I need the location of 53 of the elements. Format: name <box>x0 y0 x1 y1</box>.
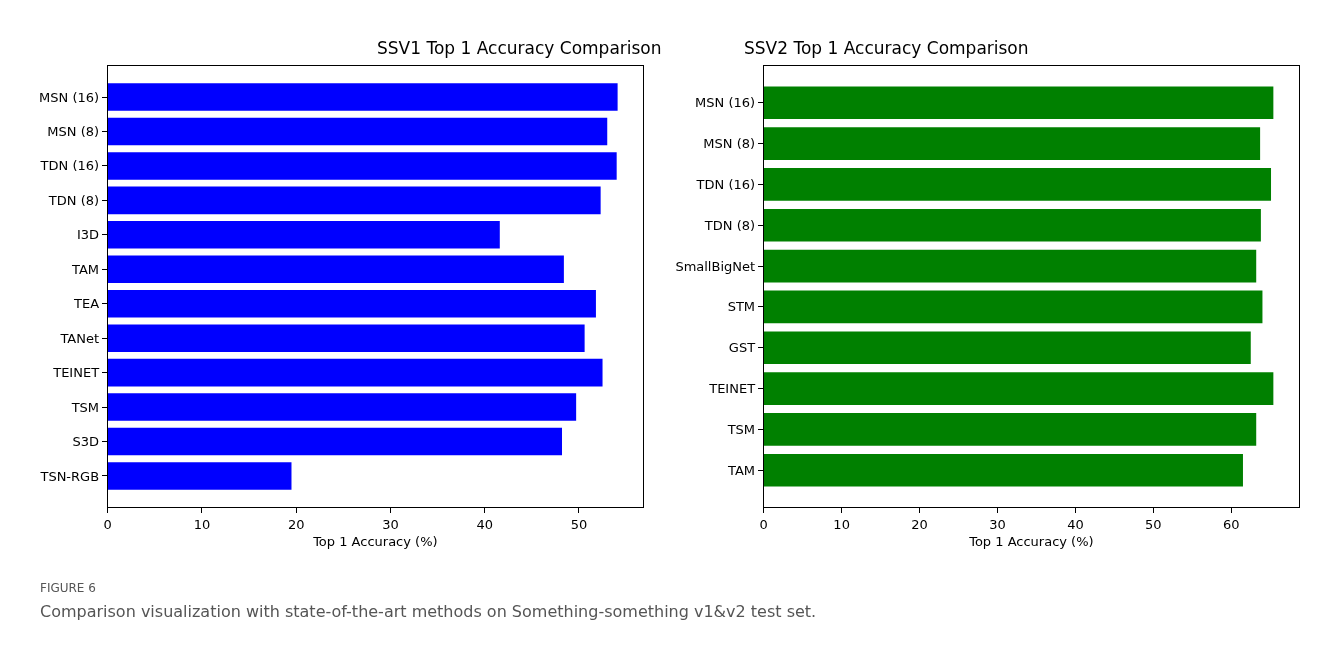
y-tick-label: TDN (16) <box>39 158 100 174</box>
chart-title: SSV1 Top 1 Accuracy Comparison <box>377 38 662 58</box>
text: Comparison visualization with state-of-the-art methods on Something-something v1&v2 test set. <box>40 602 817 621</box>
caption: FIGURE 6 <box>40 581 96 595</box>
x-tick-label: 10 <box>193 516 211 532</box>
bar <box>107 152 617 180</box>
bar <box>107 427 563 456</box>
x-tick-label: 40 <box>1067 516 1084 532</box>
x-tick-label: 50 <box>1145 516 1162 532</box>
bar <box>107 117 608 146</box>
bar <box>107 186 601 215</box>
y-tick-label: TANet <box>59 330 100 346</box>
chart-title: SSV2 Top 1 Accuracy Comparison <box>744 38 1029 58</box>
bar <box>107 83 618 111</box>
y-tick-label: MSN (8) <box>47 124 100 140</box>
y-tick-label: STM <box>727 299 756 315</box>
y-tick-label: TEINET <box>708 381 756 397</box>
x-axis-title: Top 1 Accuracy (%) <box>312 534 438 550</box>
y-tick-label: TDN (16) <box>695 176 756 192</box>
x-tick-label: 30 <box>989 516 1006 532</box>
y-tick-label: GST <box>728 340 756 356</box>
bar <box>107 393 577 421</box>
x-tick-label: 20 <box>287 516 305 532</box>
y-tick-label: TAM <box>71 261 100 277</box>
x-tick-label: 0 <box>759 516 768 532</box>
y-tick-label: SmallBigNet <box>675 258 756 274</box>
x-axis-title: Top 1 Accuracy (%) <box>968 534 1094 550</box>
x-tick-label: 50 <box>570 516 588 532</box>
y-tick-label: TEA <box>73 296 100 312</box>
y-tick-label: MSN (8) <box>703 136 756 152</box>
y-tick-label: TAM <box>727 462 756 478</box>
bar <box>107 324 585 352</box>
bar <box>107 289 596 318</box>
y-tick-label: TDN (8) <box>47 192 100 208</box>
y-tick-label: TSN-RGB <box>39 468 100 484</box>
x-tick-label: 20 <box>911 516 928 532</box>
y-tick-label: MSN (16) <box>39 89 100 105</box>
x-tick-label: 40 <box>476 516 493 532</box>
y-tick-label: TSM <box>726 421 756 437</box>
y-tick-label: MSN (16) <box>695 95 756 111</box>
y-tick-label: S3D <box>72 434 100 450</box>
x-tick-label: 0 <box>103 516 112 532</box>
x-tick-label: 10 <box>833 516 850 532</box>
y-tick-label: TEINET <box>52 365 100 381</box>
y-tick-label: TSM <box>70 399 100 415</box>
bar <box>107 358 603 387</box>
y-tick-label: I3D <box>76 227 100 243</box>
bar <box>107 255 564 284</box>
bar <box>107 221 500 249</box>
x-tick-label: 30 <box>382 516 399 532</box>
x-tick-label: 60 <box>1223 516 1240 532</box>
bar <box>107 462 292 490</box>
y-tick-label: TDN (8) <box>703 217 756 233</box>
